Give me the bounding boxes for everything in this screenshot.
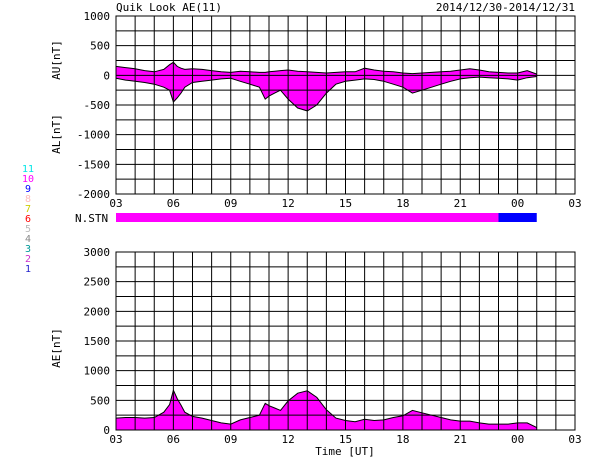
ae-y-tick-label: 1000 — [84, 365, 111, 378]
legend-level-4: 4 — [25, 234, 31, 245]
ae-x-tick-label: 03 — [109, 433, 122, 446]
ae-y-tick-label: 1500 — [84, 335, 111, 348]
ae-x-tick-label: 09 — [224, 433, 237, 446]
au-al-x-tick-label: 18 — [396, 197, 409, 210]
legend-level-11: 11 — [22, 164, 34, 175]
ae-series-ae-line — [115, 388, 538, 429]
au-al-y-tick-label: 500 — [90, 40, 110, 53]
ae-y-tick-label: 2500 — [84, 276, 111, 289]
au-al-x-tick-label: 21 — [454, 197, 467, 210]
legend-level-6: 6 — [25, 214, 31, 225]
ae-x-tick-label: 06 — [167, 433, 180, 446]
legend-level-5: 5 — [25, 224, 31, 235]
au-al-y-tick-label: 0 — [103, 69, 110, 82]
ae-x-tick-label: 18 — [396, 433, 409, 446]
ae-frame — [115, 251, 576, 431]
au-axis-label: AU[nT] — [50, 40, 63, 80]
ae-y-tick-label: 2000 — [84, 305, 111, 318]
ae-axis-label: AE[nT] — [50, 328, 63, 368]
station-count-panel — [116, 213, 537, 222]
station-count-label: N.STN — [75, 212, 108, 225]
ae-y-tick-label: 0 — [103, 424, 110, 437]
legend-level-3: 3 — [25, 244, 31, 255]
au-al-x-tick-label: 06 — [167, 197, 180, 210]
station-count-segment — [498, 213, 537, 222]
legend-level-7: 7 — [25, 204, 31, 215]
ae-y-tick-label: 3000 — [84, 246, 111, 259]
au-al-y-tick-label: -1000 — [77, 129, 110, 142]
au-al-y-tick-label: -1500 — [77, 158, 110, 171]
au-al-series-au-line — [115, 61, 537, 75]
legend-level-10: 10 — [22, 174, 34, 185]
ae-x-tick-label: 21 — [454, 433, 467, 446]
au-al-y-tick-label: -2000 — [77, 188, 110, 201]
al-axis-label: AL[nT] — [50, 114, 63, 154]
x-axis-label: Time [UT] — [315, 445, 375, 458]
station-count-segment — [116, 213, 499, 222]
date-range: 2014/12/30-2014/12/31 — [436, 1, 575, 14]
au-al-y-tick-label: -500 — [84, 99, 111, 112]
au-al-x-tick-label: 15 — [339, 197, 352, 210]
au-al-y-tick-label: 1000 — [84, 10, 111, 23]
au-al-x-tick-label: 00 — [511, 197, 524, 210]
au-al-x-tick-label: 03 — [109, 197, 122, 210]
legend-level-8: 8 — [25, 194, 31, 205]
ae-x-tick-label: 03 — [568, 433, 581, 446]
legend-level-9: 9 — [25, 184, 31, 195]
au-al-x-tick-label: 03 — [568, 197, 581, 210]
legend-level-2: 2 — [25, 254, 31, 265]
ae-x-tick-label: 12 — [282, 433, 295, 446]
au-al-series-al-area — [116, 75, 537, 111]
ae-x-tick-label: 00 — [511, 433, 524, 446]
au-al-x-tick-label: 12 — [282, 197, 295, 210]
au-al-x-tick-label: 09 — [224, 197, 237, 210]
au-al-series-al-line — [115, 76, 537, 112]
ae-x-tick-label: 15 — [339, 433, 352, 446]
au-al-frame — [115, 15, 576, 195]
legend-level-1: 1 — [25, 264, 31, 275]
plot-title: Quik Look AE(11) — [116, 1, 222, 14]
ae-y-tick-label: 500 — [90, 394, 110, 407]
